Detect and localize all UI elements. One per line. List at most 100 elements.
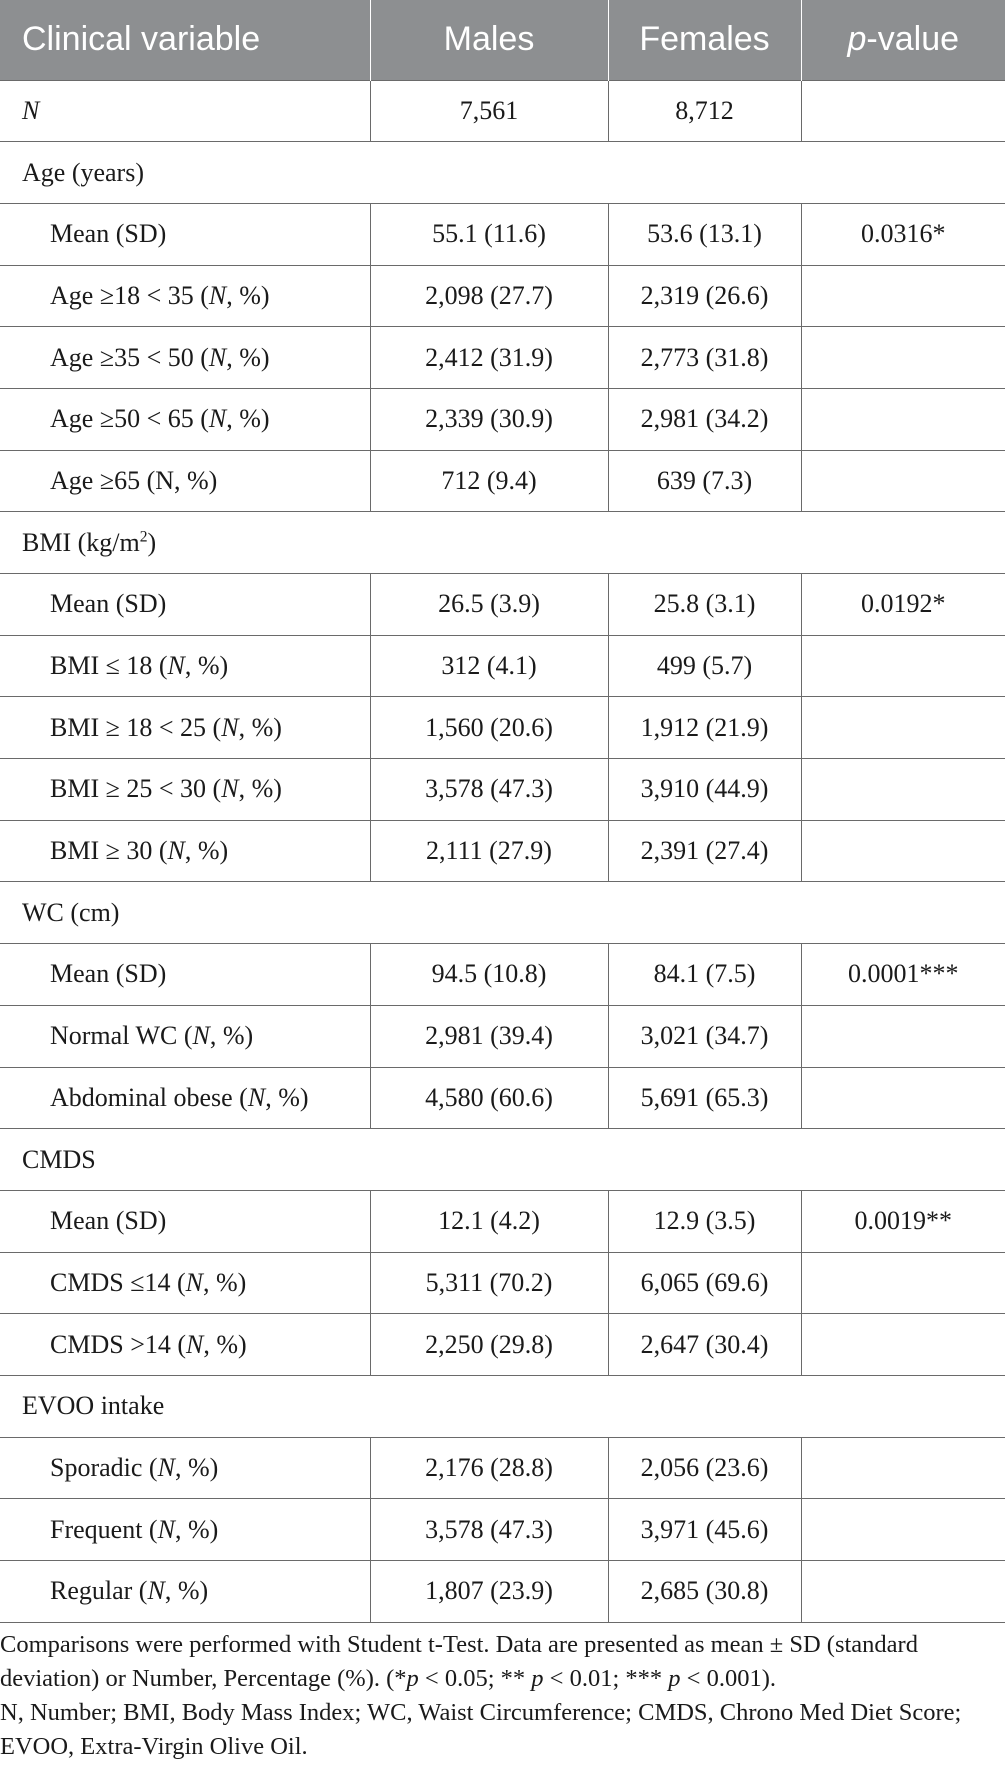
label-sup: 2: [139, 528, 148, 545]
label-text: CMDS >14 (: [50, 1329, 187, 1359]
males-cell: 3,578 (47.3): [369, 758, 609, 821]
footnote-italic: p: [668, 1665, 681, 1692]
table-row: BMI ≤ 18 (N, %) 312 (4.1) 499 (5.7): [0, 634, 1005, 698]
p-value-cell: 0.0019**: [800, 1189, 1005, 1253]
table-row: Age ≥50 < 65 (N, %) 2,339 (30.9) 2,981 (…: [0, 387, 1005, 451]
row-label: Sporadic (N, %): [0, 1436, 371, 1500]
n-label: N: [22, 95, 40, 125]
header-clinical-variable: Clinical variable: [22, 20, 261, 59]
footnote-text: < 0.05; **: [418, 1665, 532, 1692]
label-text: , %): [238, 712, 282, 742]
group-title: BMI (kg/m2): [0, 511, 1005, 574]
females-cell: 3,910 (44.9): [607, 758, 802, 821]
label-text: , %): [226, 342, 270, 372]
males-cell: 1,560 (20.6): [369, 696, 609, 760]
p-value-cell: [800, 758, 1005, 821]
label-text: BMI ≥ 18 < 25 (: [50, 712, 222, 742]
females-cell: 499 (5.7): [607, 634, 802, 698]
row-label: Mean (SD): [0, 943, 371, 1006]
row-label: CMDS >14 (N, %): [0, 1313, 371, 1376]
p-value-cell: [800, 1004, 1005, 1068]
females-cell: 25.8 (3.1): [607, 573, 802, 636]
row-label: Age ≥50 < 65 (N, %): [0, 387, 371, 451]
p-value-cell: [800, 449, 1005, 513]
table-row: N 7,561 8,712: [0, 79, 1005, 143]
table-row: Mean (SD) 94.5 (10.8) 84.1 (7.5) 0.0001*…: [0, 943, 1005, 1006]
group-row-cmds: CMDS: [0, 1128, 1005, 1191]
females-cell: 53.6 (13.1): [607, 202, 802, 266]
males-cell: 2,176 (28.8): [369, 1436, 609, 1500]
label-text: , %): [184, 836, 229, 866]
males-cell: 2,981 (39.4): [369, 1004, 609, 1068]
footnote-text: < 0.01; ***: [543, 1665, 669, 1692]
females-cell: 5,691 (65.3): [607, 1066, 802, 1130]
males-cell: 2,250 (29.8): [369, 1313, 609, 1376]
label-italic: N: [157, 1514, 175, 1544]
label-text: , %): [202, 1267, 247, 1297]
footnote-text: *: [394, 1665, 407, 1692]
row-label: Regular (N, %): [0, 1560, 371, 1623]
group-title: WC (cm): [0, 881, 1005, 945]
row-label: BMI ≥ 18 < 25 (N, %): [0, 696, 371, 760]
females-cell: 2,981 (34.2): [607, 387, 802, 451]
table-row: Age ≥35 < 50 (N, %) 2,412 (31.9) 2,773 (…: [0, 326, 1005, 389]
group-row-evoo: EVOO intake: [0, 1374, 1005, 1438]
label-text: BMI ≥ 25 < 30 (: [50, 774, 222, 804]
footnote-1: Comparisons were performed with Student …: [0, 1628, 995, 1696]
group-row-bmi: BMI (kg/m2): [0, 511, 1005, 574]
header-p-rest: -value: [866, 20, 960, 59]
males-cell: 312 (4.1): [369, 634, 609, 698]
label-text: Sporadic (: [50, 1452, 158, 1482]
row-label: Abdominal obese (N, %): [0, 1066, 371, 1130]
males-cell: 7,561: [369, 79, 609, 143]
males-cell: 2,098 (27.7): [369, 264, 609, 328]
p-value-cell: [800, 1498, 1005, 1561]
label-italic: N: [208, 280, 227, 310]
label-text: , %): [209, 1021, 254, 1051]
females-cell: 2,773 (31.8): [607, 326, 802, 389]
label-italic: N: [221, 774, 239, 804]
females-cell: 639 (7.3): [607, 449, 802, 513]
row-label: BMI ≥ 25 < 30 (N, %): [0, 758, 371, 821]
males-cell: 712 (9.4): [369, 449, 609, 513]
footnote-italic: p: [531, 1665, 544, 1692]
females-cell: 2,647 (30.4): [607, 1313, 802, 1376]
table-row: Mean (SD) 26.5 (3.9) 25.8 (3.1) 0.0192*: [0, 573, 1005, 636]
label-text: BMI (kg/m: [22, 527, 140, 557]
males-cell: 2,111 (27.9): [369, 819, 609, 883]
males-cell: 94.5 (10.8): [369, 943, 609, 1006]
label-italic: N: [185, 1267, 203, 1297]
p-value-cell: [800, 264, 1005, 328]
label-text: ): [147, 527, 157, 557]
males-cell: 2,412 (31.9): [369, 326, 609, 389]
footnote-italic: p: [406, 1665, 419, 1692]
table-row: Mean (SD) 12.1 (4.2) 12.9 (3.5) 0.0019**: [0, 1189, 1005, 1253]
label-italic: N: [208, 404, 227, 434]
p-value-cell: [800, 1560, 1005, 1623]
label-text: Age ≥18 < 35 (: [50, 280, 209, 310]
row-label: BMI ≤ 18 (N, %): [0, 634, 371, 698]
females-cell: 3,971 (45.6): [607, 1498, 802, 1561]
label-italic: N: [186, 1329, 204, 1359]
males-cell: 5,311 (70.2): [369, 1251, 609, 1315]
group-title: CMDS: [0, 1128, 1005, 1191]
p-value-cell: [800, 696, 1005, 760]
p-value-cell: [800, 1436, 1005, 1500]
row-label: Normal WC (N, %): [0, 1004, 371, 1068]
row-label: Mean (SD): [0, 573, 371, 636]
footnote-2: N, Number; BMI, Body Mass Index; WC, Wai…: [0, 1699, 962, 1760]
females-cell: 2,056 (23.6): [607, 1436, 802, 1500]
label-italic: N: [208, 342, 227, 372]
footnote-text: < 0.001).: [680, 1665, 776, 1692]
p-value-cell: [800, 326, 1005, 389]
label-text: Age ≥50 < 65 (: [50, 404, 209, 434]
males-cell: 55.1 (11.6): [369, 202, 609, 266]
footnote-text: Comparisons were performed with Student …: [0, 1631, 918, 1692]
label-text: CMDS ≤14 (: [50, 1267, 186, 1297]
males-cell: 26.5 (3.9): [369, 573, 609, 636]
males-cell: 1,807 (23.9): [369, 1560, 609, 1623]
table-body: N 7,561 8,712 Age (years) Mean (SD) 55.1…: [0, 79, 1005, 1623]
group-title: Age (years): [0, 141, 1005, 204]
label-text: Frequent (: [50, 1514, 158, 1544]
table-row: BMI ≥ 30 (N, %) 2,111 (27.9) 2,391 (27.4…: [0, 819, 1005, 883]
